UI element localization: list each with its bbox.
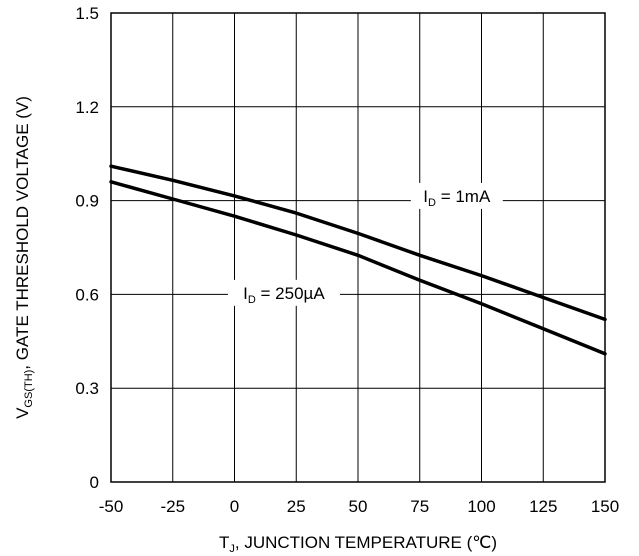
x-tick-label-8: 150 [591, 497, 619, 516]
x-tick-label-7: 125 [529, 497, 557, 516]
y-tick-label-5: 1.5 [75, 4, 99, 23]
annotation-bg-1 [227, 279, 340, 306]
series-label-1: ID = 250µA [243, 284, 325, 306]
x-tick-label-4: 50 [349, 497, 368, 516]
y-axis-label: VGS(TH), GATE THRESHOLD VOLTAGE (V) [13, 96, 35, 419]
y-tick-label-3: 0.9 [75, 192, 99, 211]
x-tick-label-1: -25 [160, 497, 185, 516]
y-tick-label-2: 0.6 [75, 285, 99, 304]
series-layer [109, 164, 607, 356]
series-label-0: ID = 1mA [423, 187, 491, 209]
annotation-bg-0 [410, 182, 503, 209]
x-tick-label-6: 100 [467, 497, 495, 516]
series-annotations: ID = 1mA ID = 250µA [227, 182, 503, 306]
plot-frame [110, 12, 606, 483]
y-tick-label-1: 0.3 [75, 379, 99, 398]
x-tick-label-0: -50 [99, 497, 124, 516]
y-tick-label-4: 1.2 [75, 98, 99, 117]
x-tick-labels: -50 -25 0 25 50 75 100 125 150 [99, 497, 619, 516]
y-tick-label-0: 0 [90, 473, 99, 492]
y-tick-labels: 0 0.3 0.6 0.9 1.2 1.5 [75, 4, 99, 492]
x-tick-label-3: 25 [287, 497, 306, 516]
x-tick-label-5: 75 [410, 497, 429, 516]
series-line-1 [109, 180, 607, 356]
x-tick-label-2: 0 [230, 497, 239, 516]
series-line-0 [109, 164, 607, 322]
grid [110, 12, 606, 483]
x-axis-label: TJ, JUNCTION TEMPERATURE (℃) [219, 533, 497, 555]
